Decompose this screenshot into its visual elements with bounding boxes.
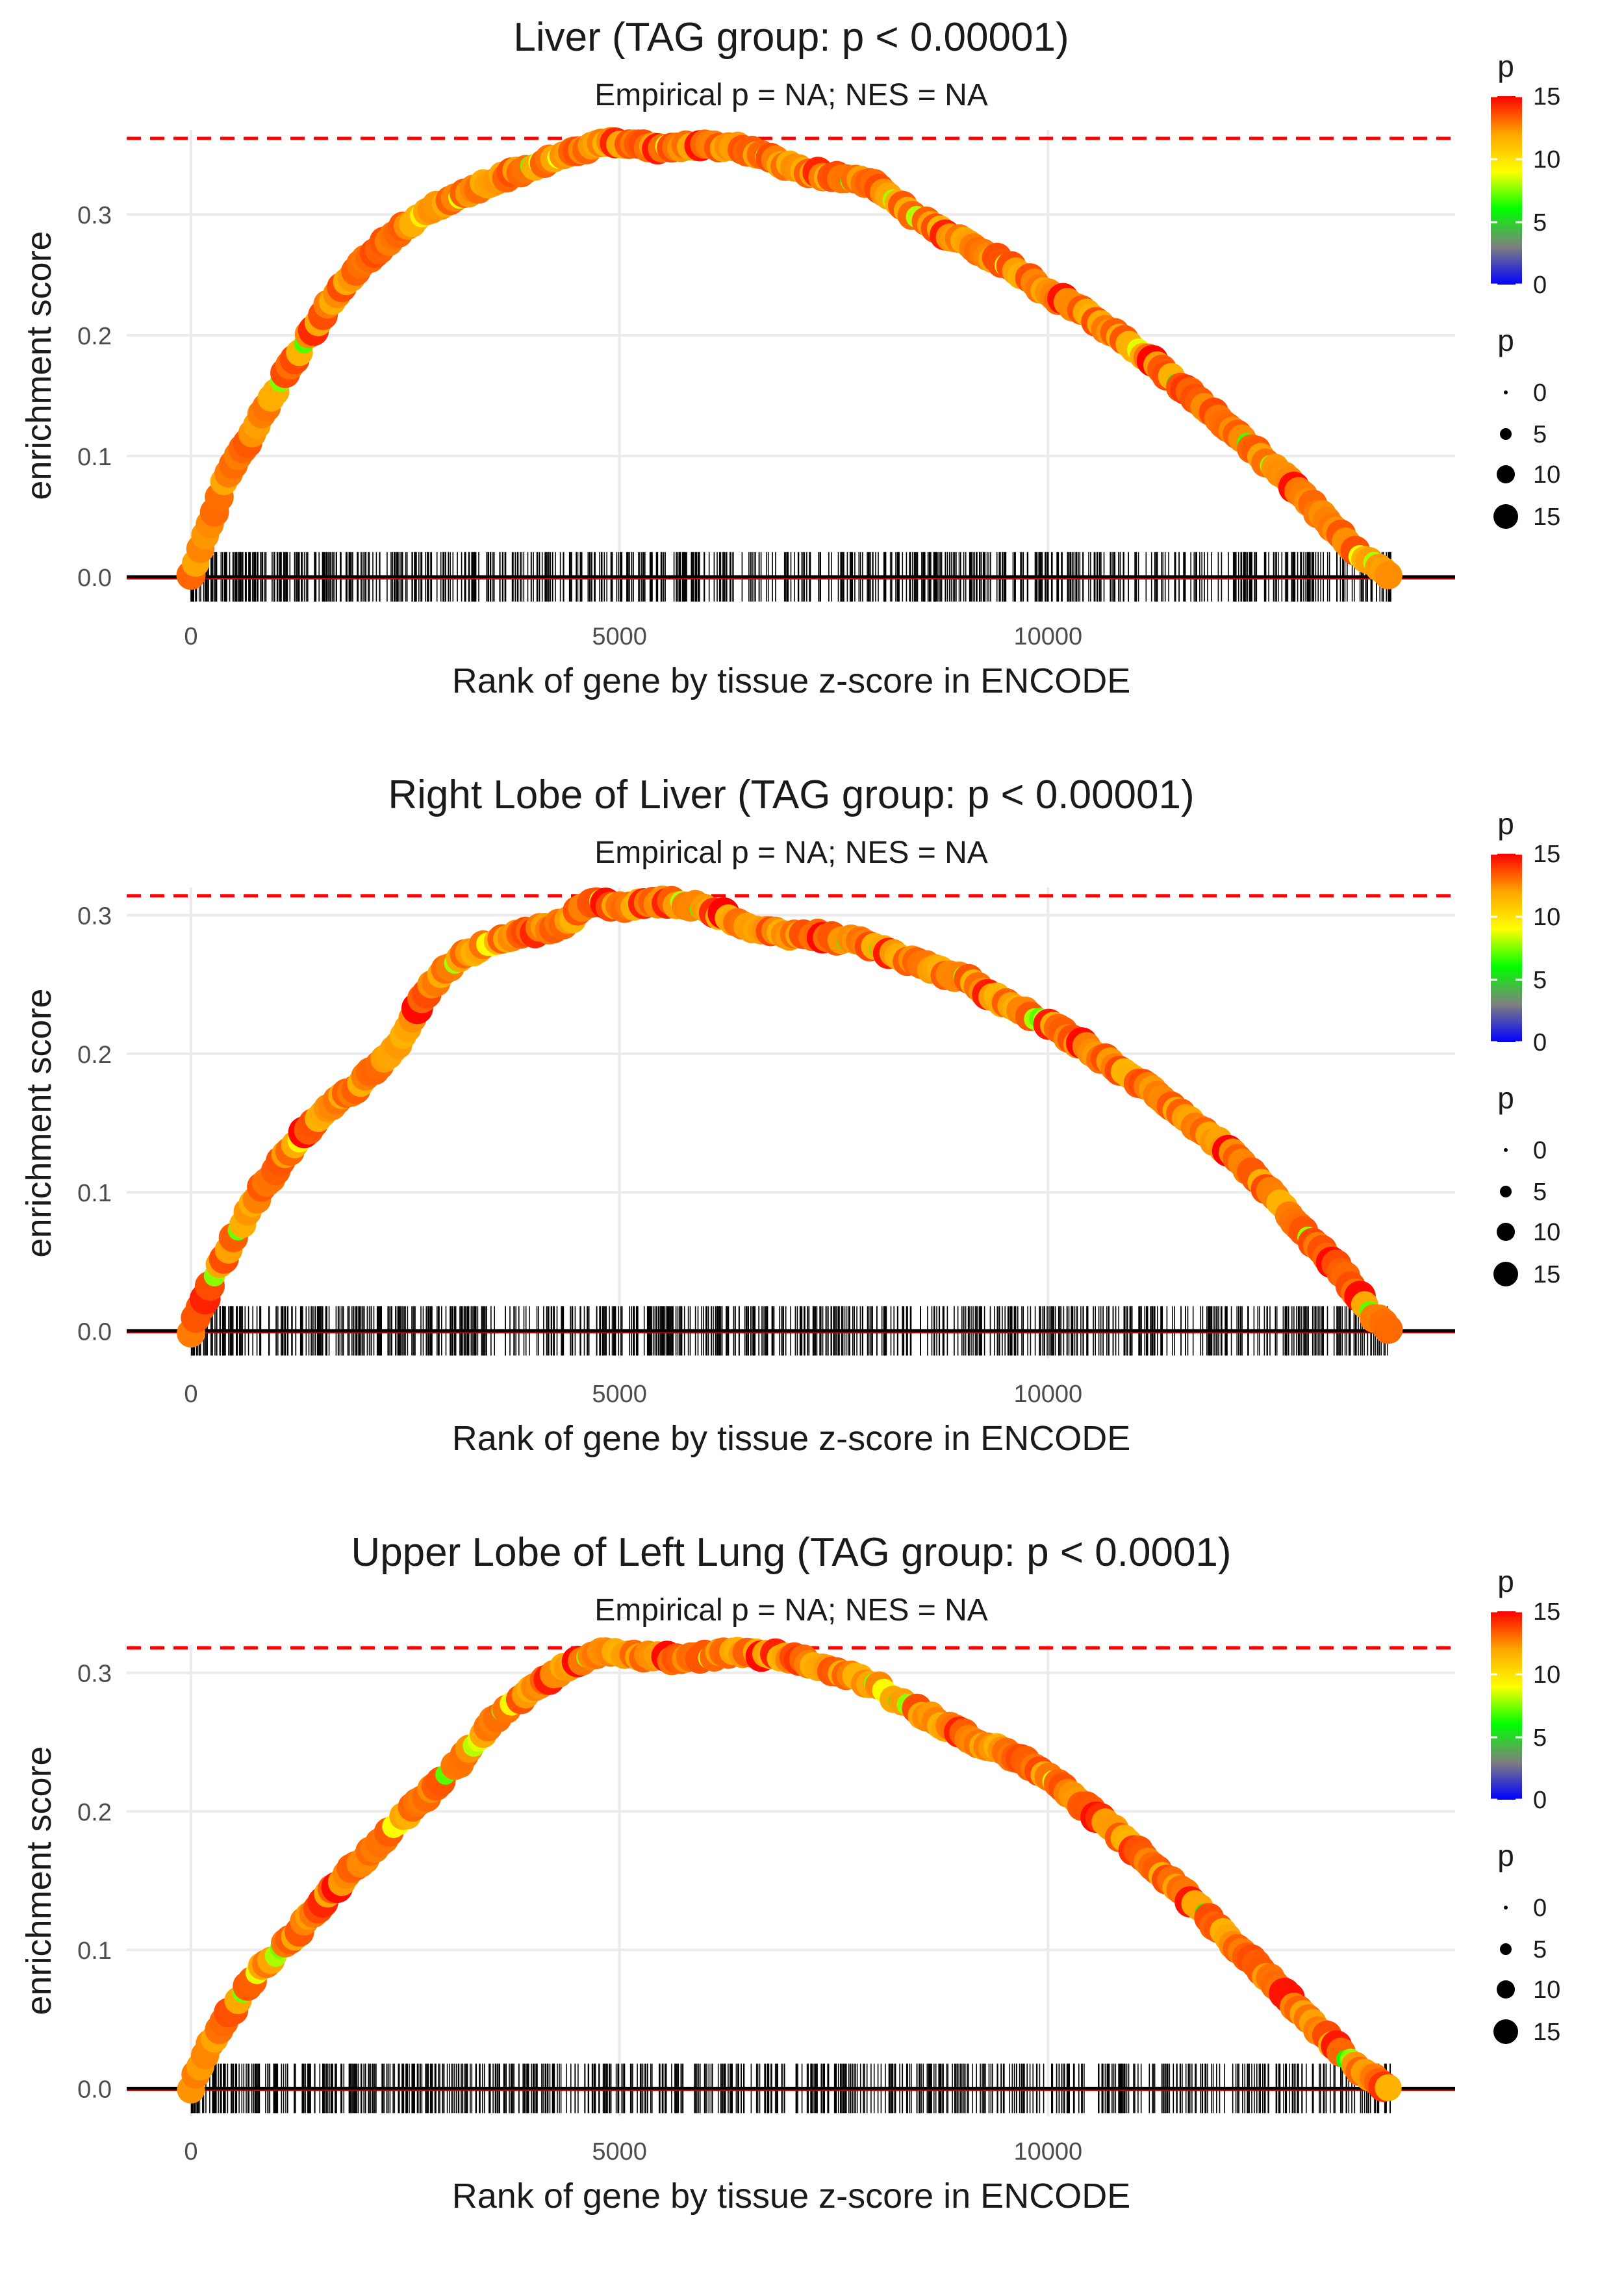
colorbar-label: 0 [1533,272,1547,299]
chart-title: Liver (TAG group: p < 0.00001) [513,15,1069,60]
size-legend-label: 15 [1533,504,1560,531]
size-legend-title: p [1497,1839,1514,1872]
chart-panel-1: Liver (TAG group: p < 0.00001) Empirical … [19,15,1560,700]
y-axis-title: enrichment score [19,988,58,1257]
colorbar-legend: p 0 5 10 15 [1491,1565,1560,1814]
size-legend-dot [1493,504,1518,529]
colorbar-title: p [1497,1565,1514,1598]
size-legend-dot [1500,1943,1512,1955]
size-legend-dot [1497,1980,1515,1999]
enrichment-point [1375,2074,1402,2101]
size-legend-title: p [1497,324,1514,357]
enrichment-points [177,886,1403,1348]
chart-subtitle: Empirical p = NA; NES = NA [594,78,988,112]
colorbar-label: 15 [1533,841,1560,868]
y-tick-label: 0.3 [77,1661,112,1688]
size-legend: p0 5 10 15 [1493,1081,1560,1288]
enrichment-curve [186,137,1394,581]
colorbar-label: 0 [1533,1787,1547,1814]
enrichment-points [176,127,1402,590]
x-axis-title: Rank of gene by tissue z-score in ENCODE [452,2177,1130,2216]
size-legend-dot [1504,390,1508,394]
colorbar-title: p [1497,49,1514,83]
colorbar-label: 0 [1533,1029,1547,1056]
size-legend-label: 15 [1533,2019,1560,2046]
size-legend: p0 5 10 15 [1493,324,1560,531]
x-tick-label: 10000 [1013,623,1082,650]
chart-title: Right Lobe of Liver (TAG group: p < 0.00… [388,773,1194,817]
size-legend-label: 0 [1533,379,1547,407]
size-legend-dot [1497,1223,1515,1241]
colorbar-label: 15 [1533,83,1560,110]
chart-panel-2: Right Lobe of Liver (TAG group: p < 0.00… [19,773,1560,1458]
colorbar-legend: p 0 5 10 15 [1491,807,1560,1056]
x-tick-label: 5000 [592,2138,647,2165]
colorbar-label: 5 [1533,1724,1547,1752]
colorbar-label: 5 [1533,967,1547,994]
y-tick-label: 0.1 [77,1180,112,1207]
colorbar-label: 5 [1533,209,1547,236]
y-tick-label: 0.0 [77,1318,112,1346]
colorbar-title: p [1497,807,1514,841]
y-tick-label: 0.3 [77,903,112,930]
y-tick-label: 0.0 [77,2076,112,2103]
gridlines [127,130,1455,601]
colorbar [1491,854,1522,1042]
y-tick-label: 0.1 [77,1937,112,1965]
y-tick-label: 0.2 [77,1799,112,1826]
y-tick-label: 0.2 [77,1041,112,1069]
size-legend-dot [1497,465,1515,483]
y-axis-title: enrichment score [19,1746,58,2015]
size-legend-label: 10 [1533,1976,1560,2004]
x-tick-label: 0 [184,2138,197,2165]
size-legend-dot [1493,1262,1518,1286]
size-legend-label: 5 [1533,1179,1547,1206]
colorbar-label: 15 [1533,1598,1560,1626]
colorbar-label: 10 [1533,1661,1560,1689]
size-legend-dot [1500,428,1512,440]
colorbar [1491,96,1522,285]
y-axis-title: enrichment score [19,231,58,500]
enrichment-point [1374,561,1402,590]
size-legend-label: 10 [1533,461,1560,489]
chart-title: Upper Lobe of Left Lung (TAG group: p < … [351,1530,1231,1575]
size-legend-dot [1504,1148,1508,1152]
x-axis-title: Rank of gene by tissue z-score in ENCODE [452,661,1130,700]
x-tick-label: 10000 [1013,2138,1082,2165]
size-legend-title: p [1497,1081,1514,1115]
chart-subtitle: Empirical p = NA; NES = NA [594,1593,988,1628]
colorbar-label: 10 [1533,146,1560,173]
y-tick-label: 0.3 [77,202,112,229]
y-tick-label: 0.0 [77,565,112,592]
size-legend-label: 5 [1533,1936,1547,1963]
enrichment-points [177,1637,1402,2104]
size-legend-label: 0 [1533,1137,1547,1164]
x-tick-label: 0 [184,623,197,650]
size-legend-label: 0 [1533,1895,1547,1922]
x-tick-label: 5000 [592,1381,647,1408]
size-legend-dot [1493,2019,1518,2044]
enrichment-point [1373,1314,1403,1344]
size-legend-label: 10 [1533,1219,1560,1246]
y-tick-label: 0.1 [77,444,112,471]
size-legend-dot [1504,1906,1508,1910]
x-tick-label: 5000 [592,623,647,650]
chart-subtitle: Empirical p = NA; NES = NA [594,836,988,870]
colorbar-legend: p 0 5 10 15 [1491,49,1560,299]
enrichment-curve [186,893,1394,1335]
colorbar-label: 10 [1533,904,1560,931]
x-axis-title: Rank of gene by tissue z-score in ENCODE [452,1419,1130,1458]
size-legend: p0 5 10 15 [1493,1839,1560,2046]
x-tick-label: 10000 [1013,1381,1082,1408]
chart-panel-3: Upper Lobe of Left Lung (TAG group: p < … [19,1530,1560,2216]
size-legend-dot [1500,1186,1512,1197]
y-tick-label: 0.2 [77,323,112,350]
size-legend-label: 15 [1533,1261,1560,1288]
size-legend-label: 5 [1533,421,1547,448]
x-tick-label: 0 [184,1381,197,1408]
colorbar [1491,1611,1522,1800]
